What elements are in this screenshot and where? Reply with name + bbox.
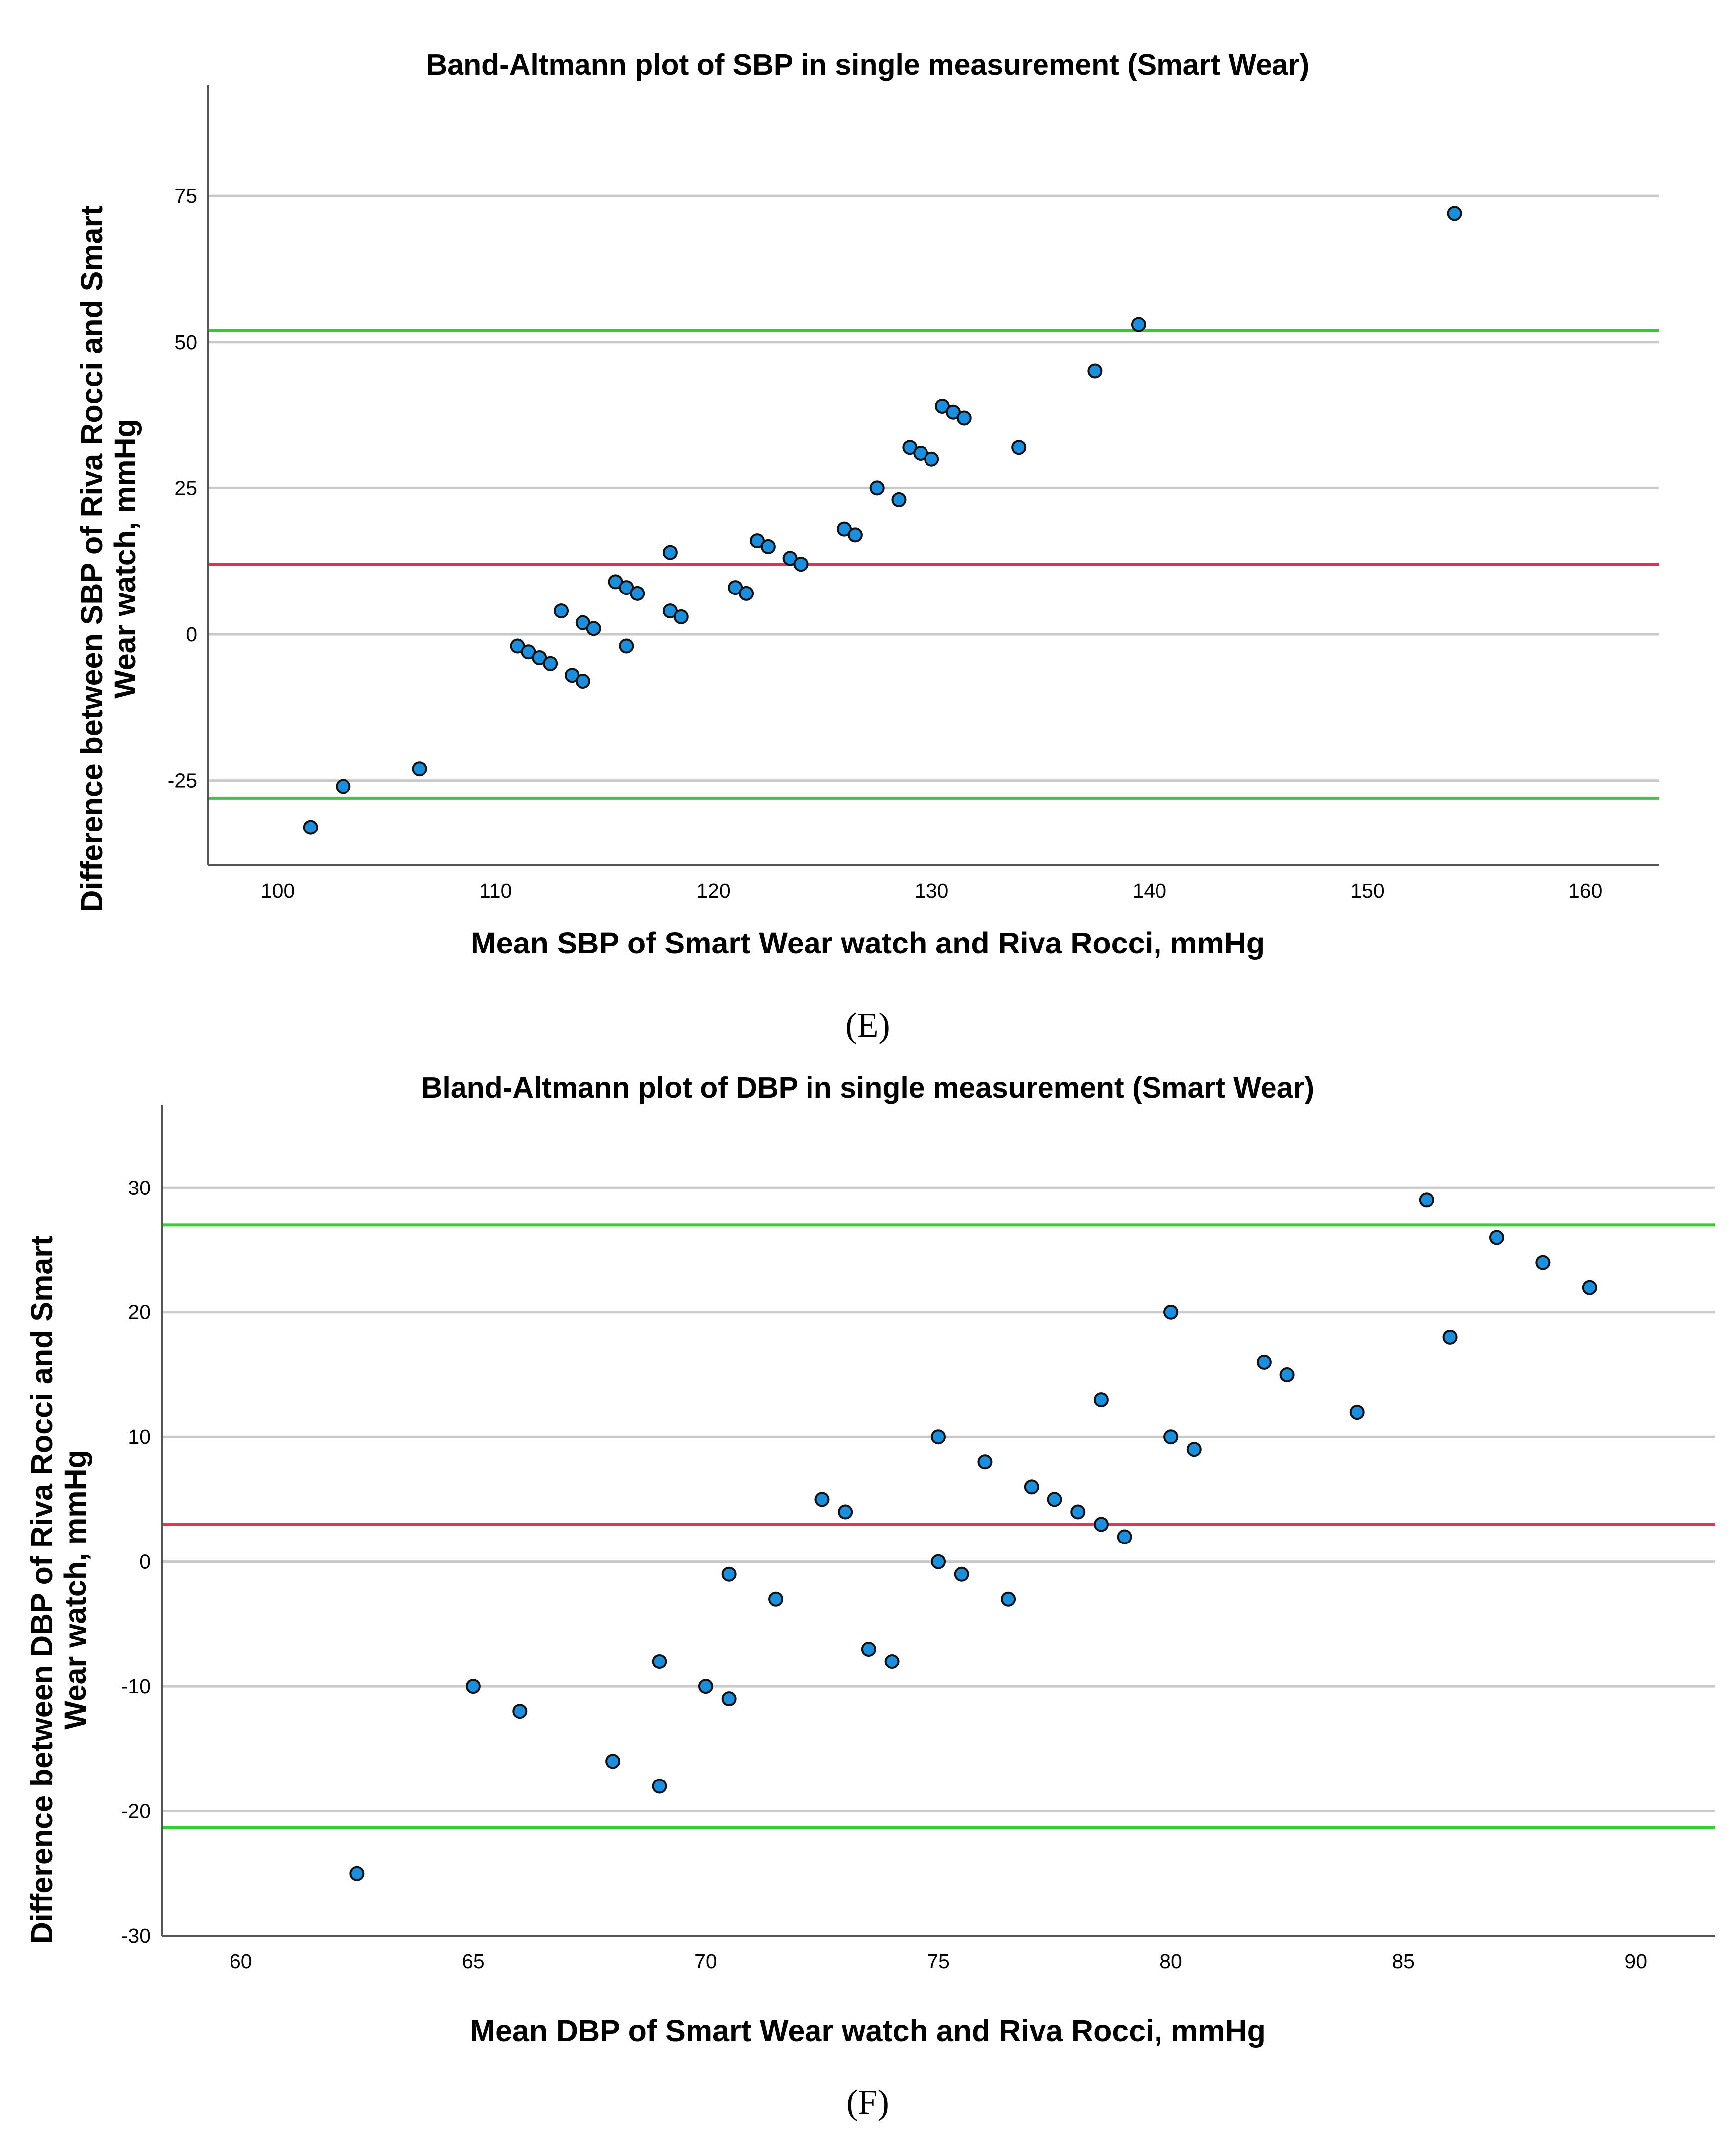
data-point	[412, 761, 427, 777]
y-tick-label: -10	[121, 1675, 151, 1698]
data-point	[512, 1704, 528, 1719]
x-tick-label: 150	[1350, 879, 1384, 902]
y-tick-label: 30	[128, 1176, 151, 1199]
chart-title: Bland-Altmann plot of DBP in single meas…	[421, 1071, 1314, 1104]
x-tick-label: 85	[1392, 1950, 1415, 1973]
y-axis-title-line-2: Wear watch, mmHg	[108, 419, 142, 699]
data-point	[1279, 1367, 1295, 1382]
data-point	[1582, 1280, 1597, 1295]
data-point	[861, 1641, 876, 1657]
chart-title: Band-Altmann plot of SBP in single measu…	[426, 48, 1310, 81]
data-point	[1093, 1517, 1109, 1532]
data-point	[1535, 1255, 1551, 1270]
data-point	[652, 1779, 667, 1794]
x-tick-label: 75	[927, 1950, 950, 1973]
x-tick-label: 160	[1568, 879, 1602, 902]
data-point	[768, 1591, 784, 1607]
data-point	[619, 638, 634, 654]
data-point	[303, 820, 318, 835]
data-point	[1047, 1492, 1062, 1507]
data-point	[1419, 1192, 1434, 1208]
data-point	[1131, 317, 1146, 332]
x-axis-title: Mean DBP of Smart Wear watch and Riva Ro…	[470, 2014, 1266, 2048]
x-tick-label: 90	[1624, 1950, 1647, 1973]
y-tick-label: 25	[174, 476, 197, 499]
data-point	[793, 557, 809, 572]
data-point	[814, 1492, 830, 1507]
data-point	[1447, 206, 1462, 221]
x-tick-label: 120	[696, 879, 730, 902]
data-point	[760, 539, 776, 554]
y-tick-label: 0	[139, 1550, 151, 1573]
data-point	[891, 492, 907, 507]
data-point	[698, 1679, 713, 1694]
y-tick-label: -20	[121, 1800, 151, 1823]
data-point	[1256, 1354, 1272, 1370]
y-tick-label: 0	[186, 623, 197, 646]
data-point	[336, 779, 351, 794]
data-point	[931, 1554, 946, 1569]
y-tick-label: 75	[174, 184, 197, 207]
data-point	[1070, 1504, 1086, 1520]
data-point	[739, 586, 754, 601]
data-point	[652, 1654, 667, 1669]
data-point	[662, 545, 678, 560]
data-point	[543, 656, 558, 671]
data-point	[1163, 1429, 1179, 1445]
data-point	[1489, 1230, 1504, 1245]
data-point	[1186, 1442, 1202, 1457]
y-axis-title-line-2: Wear watch, mmHg	[58, 1450, 92, 1730]
y-tick-label: -25	[168, 769, 197, 792]
data-point	[1163, 1305, 1179, 1320]
data-point	[977, 1454, 993, 1470]
y-tick-label: 10	[128, 1425, 151, 1448]
data-point	[1442, 1329, 1458, 1345]
data-point	[1117, 1529, 1132, 1544]
data-point	[721, 1691, 737, 1707]
x-tick-label: 60	[230, 1950, 252, 1973]
y-axis-title-line-1: Difference between SBP of Riva Rocci and…	[75, 205, 109, 912]
data-point	[847, 527, 863, 543]
data-point	[1093, 1392, 1109, 1408]
x-tick-label: 140	[1133, 879, 1166, 902]
y-tick-label: 20	[128, 1301, 151, 1324]
x-tick-label: 130	[915, 879, 948, 902]
data-point	[1001, 1591, 1016, 1607]
data-point	[1349, 1405, 1365, 1420]
data-point	[954, 1566, 969, 1582]
data-point	[721, 1566, 737, 1582]
data-point	[1011, 440, 1027, 455]
sbp-bland-altmann-chart: Band-Altmann plot of SBP in single measu…	[75, 48, 1659, 1045]
y-tick-label: -30	[121, 1924, 151, 1947]
x-tick-label: 110	[479, 879, 512, 902]
x-tick-label: 80	[1159, 1950, 1182, 1973]
y-axis-title-line-1: Difference between DBP of Riva Rocci and…	[25, 1236, 59, 1944]
x-tick-label: 70	[694, 1950, 717, 1973]
data-point	[605, 1754, 621, 1769]
data-point	[554, 603, 569, 619]
data-point	[838, 1504, 853, 1520]
x-tick-label: 100	[261, 879, 295, 902]
data-point	[931, 1429, 946, 1445]
data-point	[924, 451, 939, 467]
data-point	[869, 480, 885, 496]
data-point	[630, 586, 645, 601]
data-point	[1024, 1479, 1039, 1495]
x-axis-title: Mean SBP of Smart Wear watch and Riva Ro…	[471, 926, 1265, 960]
panel-label: (E)	[845, 1006, 890, 1045]
data-point	[349, 1866, 365, 1881]
data-point	[575, 674, 590, 689]
data-point	[1087, 363, 1103, 379]
data-point	[465, 1679, 481, 1694]
data-point	[586, 621, 601, 636]
data-point	[884, 1654, 900, 1669]
x-tick-label: 65	[462, 1950, 485, 1973]
panel-label: (F)	[846, 2083, 889, 2122]
data-point	[673, 609, 689, 624]
data-point	[956, 410, 972, 426]
dbp-bland-altmann-chart: Bland-Altmann plot of DBP in single meas…	[25, 1071, 1715, 2122]
y-tick-label: 50	[174, 331, 197, 354]
